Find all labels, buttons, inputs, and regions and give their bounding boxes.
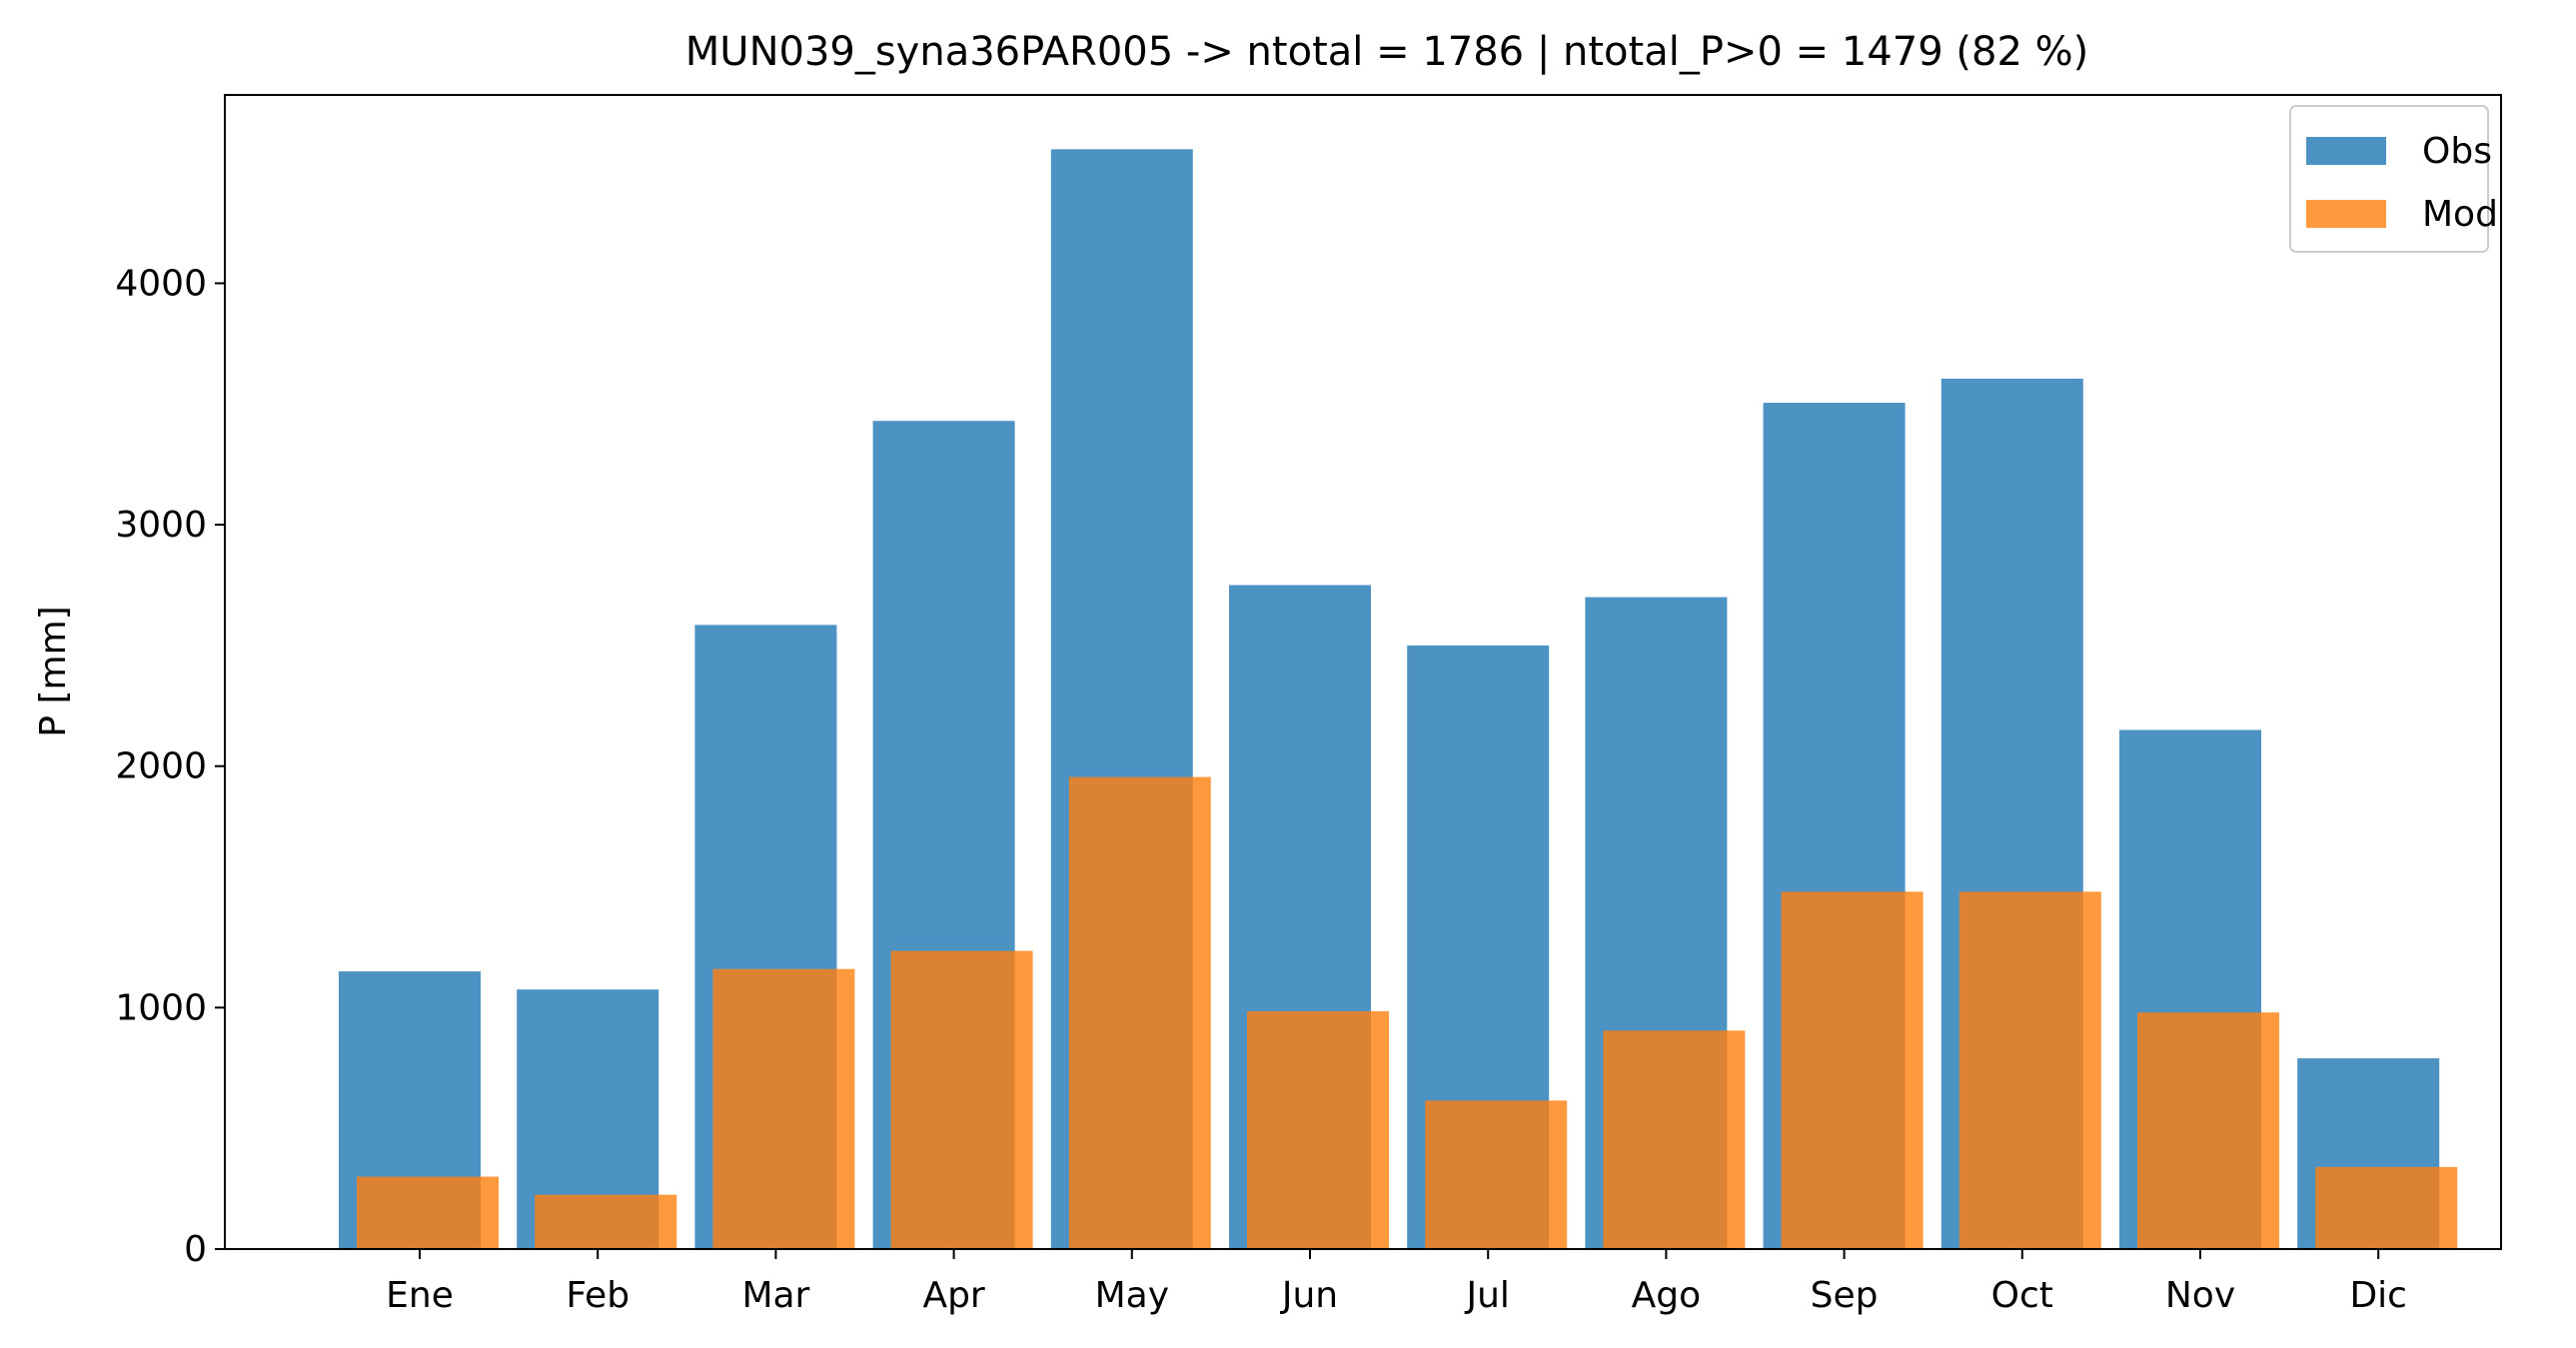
x-axis: Ene Feb Mar Apr May Jun Jul Ago Sep Oct Nov Dic — [386, 1249, 2407, 1316]
legend-swatch-obs — [2306, 137, 2386, 165]
bar-mod-mar — [712, 968, 855, 1249]
bar-mod-jul — [1425, 1100, 1568, 1249]
chart-title: MUN039_syna36PAR005 -> ntotal = 1786 | n… — [685, 29, 2088, 75]
bar-mod-ene — [357, 1176, 499, 1249]
y-axis-label: P [mm] — [33, 606, 74, 736]
series-mod-bars — [357, 776, 2458, 1249]
bar-mod-sep — [1781, 891, 1924, 1249]
y-axis: 0 1000 2000 3000 4000 — [115, 263, 225, 1270]
x-tick-label: Ago — [1632, 1275, 1702, 1316]
x-tick-label: Dic — [2349, 1275, 2407, 1316]
bar-mod-oct — [1958, 891, 2101, 1249]
bar-mod-feb — [535, 1194, 677, 1249]
bar-mod-dic — [2315, 1166, 2458, 1249]
x-tick-label: Sep — [1811, 1275, 1879, 1316]
x-tick-label: Apr — [922, 1275, 984, 1316]
x-tick-label: Mar — [741, 1275, 809, 1316]
bar-mod-may — [1068, 776, 1211, 1249]
x-tick-label: Jun — [1280, 1275, 1338, 1316]
bar-mod-nov — [2137, 1012, 2279, 1249]
x-tick-label: Oct — [1991, 1275, 2053, 1316]
y-tick-label: 3000 — [115, 505, 207, 546]
y-tick-label: 2000 — [115, 746, 207, 787]
legend-label-mod: Mod — [2422, 194, 2498, 235]
series-obs-bars — [339, 149, 2440, 1249]
bar-mod-jun — [1247, 1010, 1389, 1249]
x-tick-label: Feb — [566, 1275, 630, 1316]
legend-label-obs: Obs — [2422, 131, 2492, 172]
legend-swatch-mod — [2306, 200, 2386, 228]
x-tick-label: Nov — [2165, 1275, 2235, 1316]
bar-mod-ago — [1603, 1030, 1746, 1249]
x-tick-label: Jul — [1464, 1275, 1509, 1316]
x-tick-label: May — [1095, 1275, 1169, 1316]
x-tick-label: Ene — [386, 1275, 454, 1316]
y-tick-label: 4000 — [115, 263, 207, 304]
legend: Obs Mod — [2289, 105, 2498, 253]
plot-frame — [224, 94, 2502, 1250]
y-tick-label: 1000 — [115, 987, 207, 1028]
y-tick-label: 0 — [184, 1229, 207, 1270]
bar-mod-apr — [890, 950, 1033, 1249]
